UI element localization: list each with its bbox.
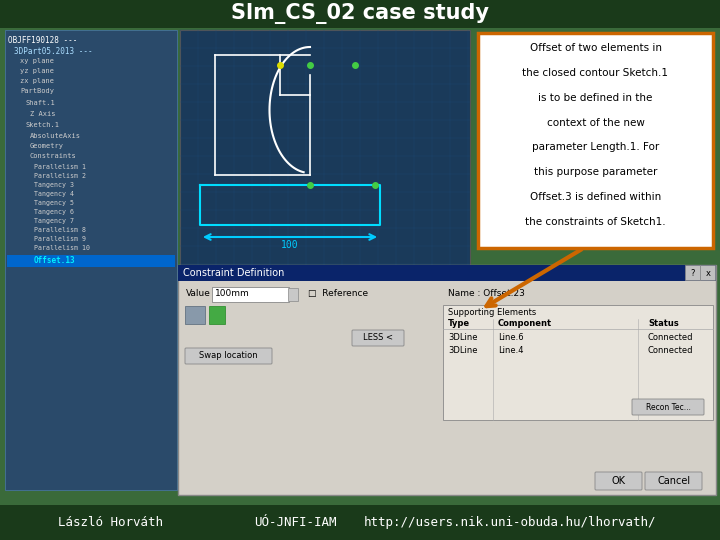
Text: parameter Length.1. For: parameter Length.1. For [532,143,659,152]
FancyBboxPatch shape [5,30,177,490]
Text: ?: ? [690,268,696,278]
Text: Tangency 5: Tangency 5 [34,200,74,206]
Text: OK: OK [612,476,626,486]
FancyBboxPatch shape [645,472,702,490]
Text: the closed contour Sketch.1: the closed contour Sketch.1 [523,68,668,78]
FancyBboxPatch shape [185,348,272,364]
Text: Swap location: Swap location [199,352,257,361]
Text: AbsoluteAxis: AbsoluteAxis [30,133,81,139]
Text: Parallelism 1: Parallelism 1 [34,164,86,170]
FancyBboxPatch shape [478,33,713,248]
Text: □  Reference: □ Reference [308,289,368,298]
Text: Connected: Connected [648,346,693,355]
Text: yz plane: yz plane [20,68,54,74]
Text: Line.6: Line.6 [498,333,523,342]
Text: 100mm: 100mm [215,289,250,298]
FancyBboxPatch shape [288,288,298,301]
Text: Slm_CS_02 case study: Slm_CS_02 case study [231,3,489,24]
Text: Tangency 4: Tangency 4 [34,191,74,197]
FancyBboxPatch shape [178,265,716,495]
Text: UÓ-JNFI-IAM: UÓ-JNFI-IAM [253,516,336,529]
Text: OBJFF190128 ---: OBJFF190128 --- [8,36,77,45]
Text: Connected: Connected [648,333,693,342]
Text: Shaft.1: Shaft.1 [26,100,55,106]
Text: this purpose parameter: this purpose parameter [534,167,657,177]
Text: László Horváth: László Horváth [58,516,163,529]
Text: Type: Type [448,319,470,328]
Text: Tangency 3: Tangency 3 [34,182,74,188]
FancyBboxPatch shape [180,30,470,275]
FancyBboxPatch shape [178,265,716,281]
Text: 3DPart05.2013 ---: 3DPart05.2013 --- [14,47,93,56]
Text: http://users.nik.uni-obuda.hu/lhorvath/: http://users.nik.uni-obuda.hu/lhorvath/ [364,516,656,529]
FancyBboxPatch shape [212,287,289,302]
Text: 100: 100 [282,240,299,250]
Text: Status: Status [648,319,679,328]
Text: Parallelism 8: Parallelism 8 [34,227,86,233]
FancyBboxPatch shape [632,399,704,415]
Text: Parallelism 2: Parallelism 2 [34,173,86,179]
Text: Offset.3 is defined within: Offset.3 is defined within [530,192,661,202]
Text: Parallelism 10: Parallelism 10 [34,245,90,251]
Text: is to be defined in the: is to be defined in the [539,93,653,103]
Text: Tangency 7: Tangency 7 [34,218,74,224]
Text: Constraints: Constraints [30,153,77,159]
FancyBboxPatch shape [7,255,175,267]
Text: Component: Component [498,319,552,328]
Text: Supporting Elements: Supporting Elements [448,308,536,317]
Text: PartBody: PartBody [20,88,54,94]
Text: 3DLine: 3DLine [448,346,477,355]
Text: x: x [706,268,711,278]
FancyBboxPatch shape [700,265,715,280]
Text: Tangency 6: Tangency 6 [34,209,74,215]
Text: Offset of two elements in: Offset of two elements in [529,43,662,53]
Text: Cancel: Cancel [657,476,690,486]
FancyBboxPatch shape [685,265,700,280]
Text: Geometry: Geometry [30,143,64,149]
FancyBboxPatch shape [352,330,404,346]
FancyBboxPatch shape [209,306,225,324]
Text: xy plane: xy plane [20,58,54,64]
Text: Value: Value [186,289,211,298]
Text: Line.4: Line.4 [498,346,523,355]
Text: Offset.13: Offset.13 [34,256,76,265]
Text: the constraints of Sketch1.: the constraints of Sketch1. [525,217,666,227]
FancyBboxPatch shape [185,306,205,324]
Text: ?: ? [693,268,698,278]
FancyBboxPatch shape [0,505,720,540]
Text: Name : Offset.23: Name : Offset.23 [448,289,525,298]
Text: Parallelism 9: Parallelism 9 [34,236,86,242]
FancyBboxPatch shape [595,472,642,490]
Text: Recon Tec...: Recon Tec... [646,402,690,411]
Text: LESS <: LESS < [363,334,393,342]
FancyBboxPatch shape [443,305,713,420]
Text: Constraint Definition: Constraint Definition [183,268,284,278]
Text: 3DLine: 3DLine [448,333,477,342]
Text: zx plane: zx plane [20,78,54,84]
FancyBboxPatch shape [0,0,720,28]
Text: Sketch.1: Sketch.1 [26,122,60,128]
Text: context of the new: context of the new [546,118,644,127]
Text: Z Axis: Z Axis [30,111,55,117]
